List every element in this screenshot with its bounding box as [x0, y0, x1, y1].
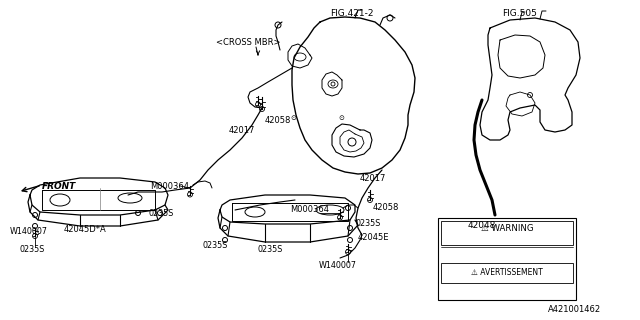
- Text: FIG.505: FIG.505: [502, 9, 537, 18]
- Text: M000364: M000364: [290, 205, 329, 214]
- Text: A421001462: A421001462: [548, 306, 602, 315]
- Bar: [441, 263, 573, 283]
- Text: 42058: 42058: [265, 116, 291, 124]
- Text: 42017: 42017: [229, 125, 255, 134]
- Text: FIG.421-2: FIG.421-2: [330, 9, 374, 18]
- Text: 0235S: 0235S: [148, 209, 173, 218]
- Text: FRONT: FRONT: [42, 181, 76, 190]
- Text: ⊙: ⊙: [338, 115, 344, 121]
- Text: ⊙: ⊙: [290, 115, 296, 121]
- Text: 42058: 42058: [373, 203, 399, 212]
- Text: W140007: W140007: [10, 228, 48, 236]
- Text: 0235S: 0235S: [19, 245, 45, 254]
- Text: 42017: 42017: [360, 173, 387, 182]
- Text: ⚠ WARNING: ⚠ WARNING: [481, 223, 533, 233]
- Bar: [438, 218, 576, 300]
- Text: 0235S: 0235S: [202, 241, 228, 250]
- Text: M000364: M000364: [150, 181, 189, 190]
- Text: 0235S: 0235S: [257, 245, 283, 254]
- Text: 0235S: 0235S: [355, 220, 380, 228]
- Text: W140007: W140007: [319, 260, 357, 269]
- Text: 42045E: 42045E: [358, 233, 390, 242]
- Text: <CROSS MBR>: <CROSS MBR>: [216, 37, 280, 46]
- Bar: [441, 221, 573, 245]
- Text: 42048: 42048: [468, 220, 497, 229]
- Text: ⚠ AVERTISSEMENT: ⚠ AVERTISSEMENT: [471, 268, 543, 276]
- Text: 42045D*A: 42045D*A: [63, 226, 106, 235]
